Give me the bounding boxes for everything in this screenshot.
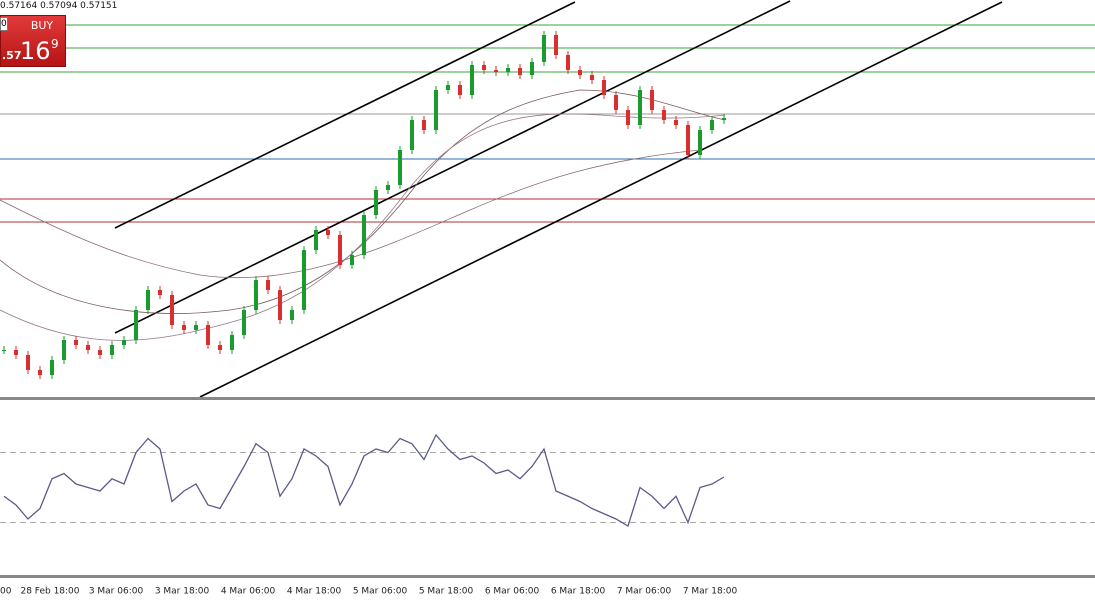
x-label: 28 Feb 18:00 [20, 587, 79, 597]
candle-body [314, 230, 318, 250]
candle-body [134, 310, 138, 340]
candle-body [206, 325, 210, 345]
candle-body [638, 90, 642, 125]
x-label: 3 Mar 06:00 [89, 587, 144, 597]
candle-body [386, 185, 390, 190]
candle-body [2, 350, 6, 351]
candle-body [326, 230, 330, 235]
channel-line [114, 1, 576, 229]
candle-body [554, 35, 558, 55]
x-label: 6 Mar 06:00 [485, 587, 540, 597]
x-label: 7 Mar 06:00 [617, 587, 672, 597]
candle-body [530, 62, 534, 75]
candle-body [410, 120, 414, 150]
candle-body [482, 65, 486, 70]
candle-body [230, 335, 234, 350]
candle-body [218, 345, 222, 350]
channel-line [114, 0, 791, 334]
candle-body [98, 350, 102, 355]
price-big: 16 [20, 37, 51, 65]
candle-body [110, 345, 114, 355]
candle-body [362, 215, 366, 255]
price-sup: 9 [51, 37, 59, 51]
candle-body [566, 55, 570, 70]
candle-body [254, 280, 258, 310]
candle-body [338, 235, 342, 265]
candle-body [26, 355, 30, 370]
x-label: 00 [0, 587, 12, 597]
candle-body [146, 290, 150, 310]
candle-body [542, 35, 546, 62]
price-prefix: .57 [2, 49, 22, 62]
candle-body [350, 255, 354, 265]
candle-body [86, 345, 90, 350]
channel-line [199, 1, 1003, 398]
candle-body [494, 70, 498, 72]
candle-body [458, 85, 462, 95]
x-label: 4 Mar 06:00 [221, 587, 276, 597]
moving-average [0, 89, 726, 314]
candle-body [698, 130, 702, 155]
candle-body [302, 250, 306, 310]
candle-body [182, 325, 186, 330]
candle-body [722, 118, 726, 120]
candle-body [710, 120, 714, 130]
x-label: 7 Mar 18:00 [683, 587, 738, 597]
buy-label: BUY [30, 19, 54, 32]
candle-body [290, 310, 294, 320]
candle-body [74, 340, 78, 345]
buy-button[interactable]: BUY .57 16 9 [0, 15, 66, 67]
candle-body [50, 360, 54, 375]
candle-body [242, 310, 246, 335]
candle-body [14, 350, 18, 355]
candle-body [170, 295, 174, 325]
quote: 0.57164 0.57094 0.57151 [0, 1, 118, 11]
candle-body [446, 85, 450, 90]
candle-body [38, 370, 42, 375]
candle-body [662, 110, 666, 120]
candle-body [422, 120, 426, 130]
candle-body [650, 90, 654, 110]
x-label: 3 Mar 18:00 [155, 587, 210, 597]
candle-body [194, 325, 198, 330]
candle-body [434, 90, 438, 130]
lot-box[interactable]: 0 [0, 17, 8, 31]
candle-body [578, 70, 582, 75]
candle-body [506, 68, 510, 72]
candle-body [590, 75, 594, 80]
candle-body [674, 120, 678, 125]
candle-body [62, 340, 66, 360]
candle-body [686, 125, 690, 155]
candle-body [266, 280, 270, 290]
candle-body [614, 95, 618, 110]
x-label: 5 Mar 06:00 [353, 587, 408, 597]
candle-body [398, 150, 402, 185]
candle-body [158, 290, 162, 295]
candle-body [374, 190, 378, 215]
candle-body [602, 80, 606, 95]
candle-body [470, 65, 474, 95]
candle-body [518, 68, 522, 75]
x-label: 4 Mar 18:00 [287, 587, 342, 597]
x-label: 6 Mar 18:00 [551, 587, 606, 597]
candle-body [626, 110, 630, 125]
x-label: 5 Mar 18:00 [419, 587, 474, 597]
candle-body [278, 290, 282, 320]
rsi-line [3, 433, 725, 527]
candle-body [122, 340, 126, 345]
